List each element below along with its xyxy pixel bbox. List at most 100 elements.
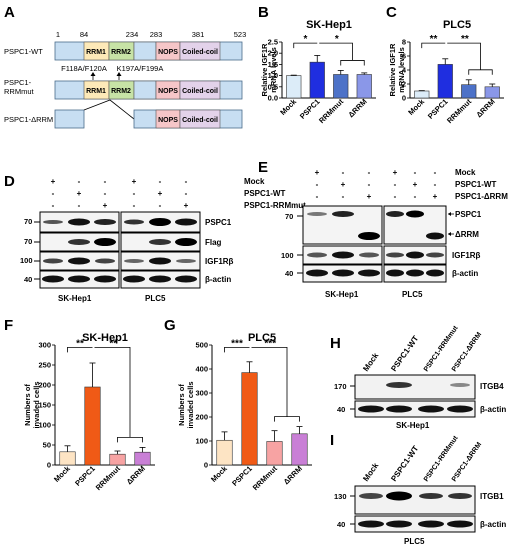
bar (241, 372, 258, 466)
sig-bracket (293, 42, 318, 49)
sig-bracket (224, 347, 250, 353)
band (386, 211, 404, 217)
sig-stars: *** (264, 338, 276, 349)
band (447, 520, 473, 528)
y-tick-label: 8 (402, 38, 406, 47)
bar (266, 441, 283, 466)
x-tick-label: RRMmut (251, 464, 280, 493)
band (406, 251, 424, 259)
y-tick-label: 6 (402, 52, 406, 61)
sig-bracket (447, 42, 481, 70)
treatment-sign: - (78, 177, 81, 186)
d-cell-plc: PLC5 (145, 294, 166, 303)
h-itgb4-strip (354, 374, 476, 400)
treatment-sign: + (184, 201, 189, 210)
band (175, 218, 197, 226)
band (358, 269, 380, 277)
wt-label: PSPC1-WT (4, 47, 43, 56)
treatment-sign: - (133, 189, 136, 198)
treatment-sign: - (368, 168, 371, 177)
band (68, 275, 90, 283)
sig-stars: ** (76, 338, 84, 349)
blot-d-row-wt: PSPC1-WT (244, 189, 285, 198)
domain-diagram: 1 84 234 283 381 523 PSPC1-WT RRM1 RRM2 … (4, 30, 246, 129)
h-mw-170: 170 (334, 382, 347, 391)
x-tick-label: ΔRRM (474, 97, 496, 119)
band (448, 493, 472, 499)
treatment-sign: - (414, 168, 417, 177)
x-tick-label: ΔRRM (346, 97, 368, 119)
treatment-sign: + (393, 168, 398, 177)
y-tick-label: 0 (402, 94, 406, 103)
e-band-actin: β-actin (452, 269, 478, 278)
y-tick-label: 300 (38, 341, 51, 350)
i-mw-40: 40 (337, 520, 345, 529)
treatment-sign: + (77, 189, 82, 198)
bar (309, 61, 325, 99)
treatment-sign: - (52, 201, 55, 210)
band (426, 252, 444, 258)
mut-nops-text: NOPS (158, 88, 178, 95)
blot-e-row-mock: Mock (455, 168, 476, 177)
band (175, 238, 197, 246)
mut1-arrowhead (90, 72, 96, 76)
panel-label-h: H (330, 335, 341, 352)
y-tick-label: 100 (195, 437, 208, 446)
d-band-igf1r: IGF1Rβ (205, 257, 234, 266)
h-band-actin: β-actin (480, 405, 506, 414)
treatment-sign: + (158, 189, 163, 198)
wt-nops-text: NOPS (158, 49, 178, 56)
panel-label-b: B (258, 4, 269, 21)
blot-e-signs: + - - + - - - + - - + - - - + - - + (315, 168, 438, 201)
treatment-sign: - (434, 168, 437, 177)
d-mw-70b: 70 (24, 237, 32, 246)
y-tick-label: 50 (43, 441, 51, 450)
band (306, 269, 328, 277)
mut1-text: F118A/F120A (61, 64, 107, 73)
treatment-sign: - (434, 180, 437, 189)
band (95, 258, 115, 264)
bar (437, 64, 453, 99)
sig-stars: *** (231, 338, 243, 349)
band (386, 520, 412, 528)
band (124, 259, 144, 263)
blot-d-row-mock: Mock (244, 177, 265, 186)
panel-label-g: G (164, 317, 176, 334)
treatment-sign: - (414, 192, 417, 201)
sig-bracket (251, 347, 288, 417)
treatment-sign: + (315, 168, 320, 177)
band (450, 383, 470, 387)
panel-label-i: I (330, 432, 334, 449)
drrm-nops-text: NOPS (158, 117, 178, 124)
h-lane-wt: PSPC1-WT (389, 334, 420, 373)
band (94, 238, 116, 246)
drrm-deletion-line (83, 99, 135, 120)
band (386, 382, 412, 388)
e-mw-40: 40 (285, 269, 293, 278)
chart-title: PLC5 (248, 332, 276, 344)
bar (59, 451, 76, 466)
band (307, 252, 327, 258)
treatment-sign: - (185, 177, 188, 186)
treatment-sign: - (342, 168, 345, 177)
sig-stars: * (304, 34, 308, 45)
band (358, 232, 380, 240)
band (359, 252, 379, 258)
x-tick-label: RRMmut (445, 97, 474, 126)
treatment-sign: - (394, 192, 397, 201)
band (426, 232, 444, 240)
band (149, 257, 171, 265)
band (332, 269, 354, 277)
bar (333, 74, 349, 99)
band (149, 218, 171, 226)
sig-group-bracket (274, 416, 300, 422)
y-tick-label: 0 (47, 461, 51, 470)
pos-84: 84 (80, 30, 88, 39)
sig-group-bracket (340, 60, 365, 66)
treatment-sign: - (104, 189, 107, 198)
mut-label-2: RRMmut (4, 87, 34, 96)
band (43, 220, 63, 224)
d-mw-40: 40 (24, 275, 32, 284)
